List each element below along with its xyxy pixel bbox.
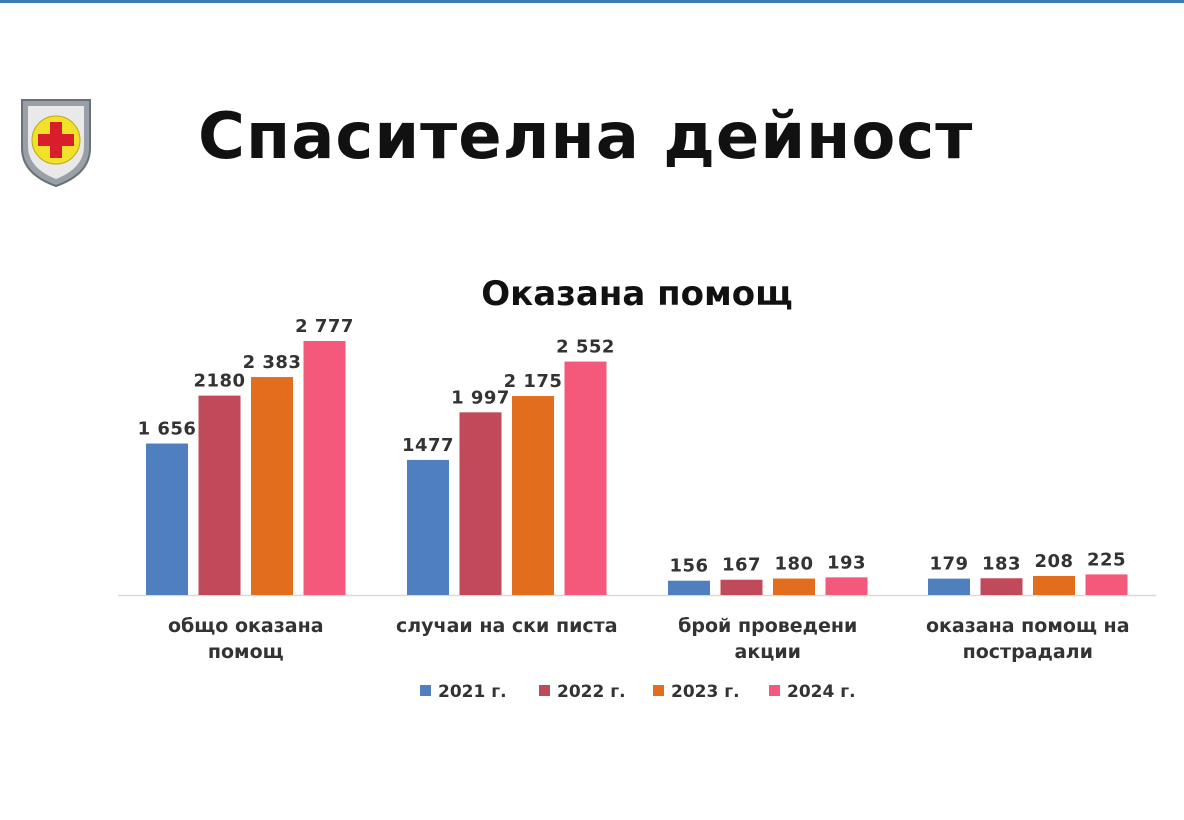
bar-3-2 (512, 396, 554, 595)
category-label: акции (735, 641, 801, 663)
legend-entry: 2022 г. (557, 682, 626, 702)
data-label: 1 656 (138, 419, 197, 440)
legend-swatch (653, 685, 664, 696)
bar-2-4 (980, 578, 1023, 595)
bar-1-4 (928, 578, 970, 595)
category-label: брой проведени (678, 615, 857, 637)
legend-swatch (420, 685, 431, 696)
bar-2-3 (720, 579, 763, 595)
bar-1-1 (146, 443, 188, 595)
category-label: помощ (208, 641, 284, 663)
bar-1-2 (407, 459, 449, 595)
bar-4-1 (303, 341, 346, 595)
data-label: 2 175 (504, 371, 563, 392)
legend-swatch (769, 685, 780, 696)
bar-2-2 (459, 412, 502, 595)
bar-3-4 (1033, 575, 1075, 595)
category-label: оказана помощ на (926, 615, 1130, 637)
mountain-rescue-emblem (21, 99, 91, 188)
top-accent-bar (0, 0, 1184, 3)
data-label: 1 997 (451, 387, 510, 408)
bar-3-1 (251, 377, 293, 595)
chart-title: Оказана помощ (481, 274, 792, 314)
data-label: 167 (722, 555, 761, 576)
data-label: 193 (827, 552, 866, 573)
bar-4-4 (1085, 574, 1128, 595)
legend-entry: 2024 г. (787, 682, 856, 702)
bar-4-2 (564, 361, 607, 595)
legend-swatch (539, 685, 550, 696)
page-title: Спасителна дейност (198, 100, 974, 174)
data-label: 2 552 (556, 337, 615, 358)
data-label: 180 (774, 554, 813, 575)
bar-4-3 (825, 577, 868, 595)
data-label: 179 (929, 554, 968, 575)
data-label: 156 (669, 556, 708, 577)
legend-entry: 2021 г. (438, 682, 507, 702)
data-label: 2 777 (295, 316, 354, 337)
bar-3-3 (773, 578, 815, 595)
data-label: 2180 (193, 371, 245, 392)
legend-entry: 2023 г. (671, 682, 740, 702)
category-label: общо оказана (168, 615, 324, 637)
data-label: 225 (1087, 549, 1126, 570)
data-label: 1477 (402, 435, 454, 456)
data-label: 183 (982, 553, 1021, 574)
bar-1-3 (668, 580, 710, 595)
category-label: пострадали (963, 641, 1093, 663)
bar-2-1 (198, 395, 241, 595)
data-label: 208 (1034, 551, 1073, 572)
data-label: 2 383 (243, 352, 302, 373)
category-label: случаи на ски писта (396, 615, 618, 637)
